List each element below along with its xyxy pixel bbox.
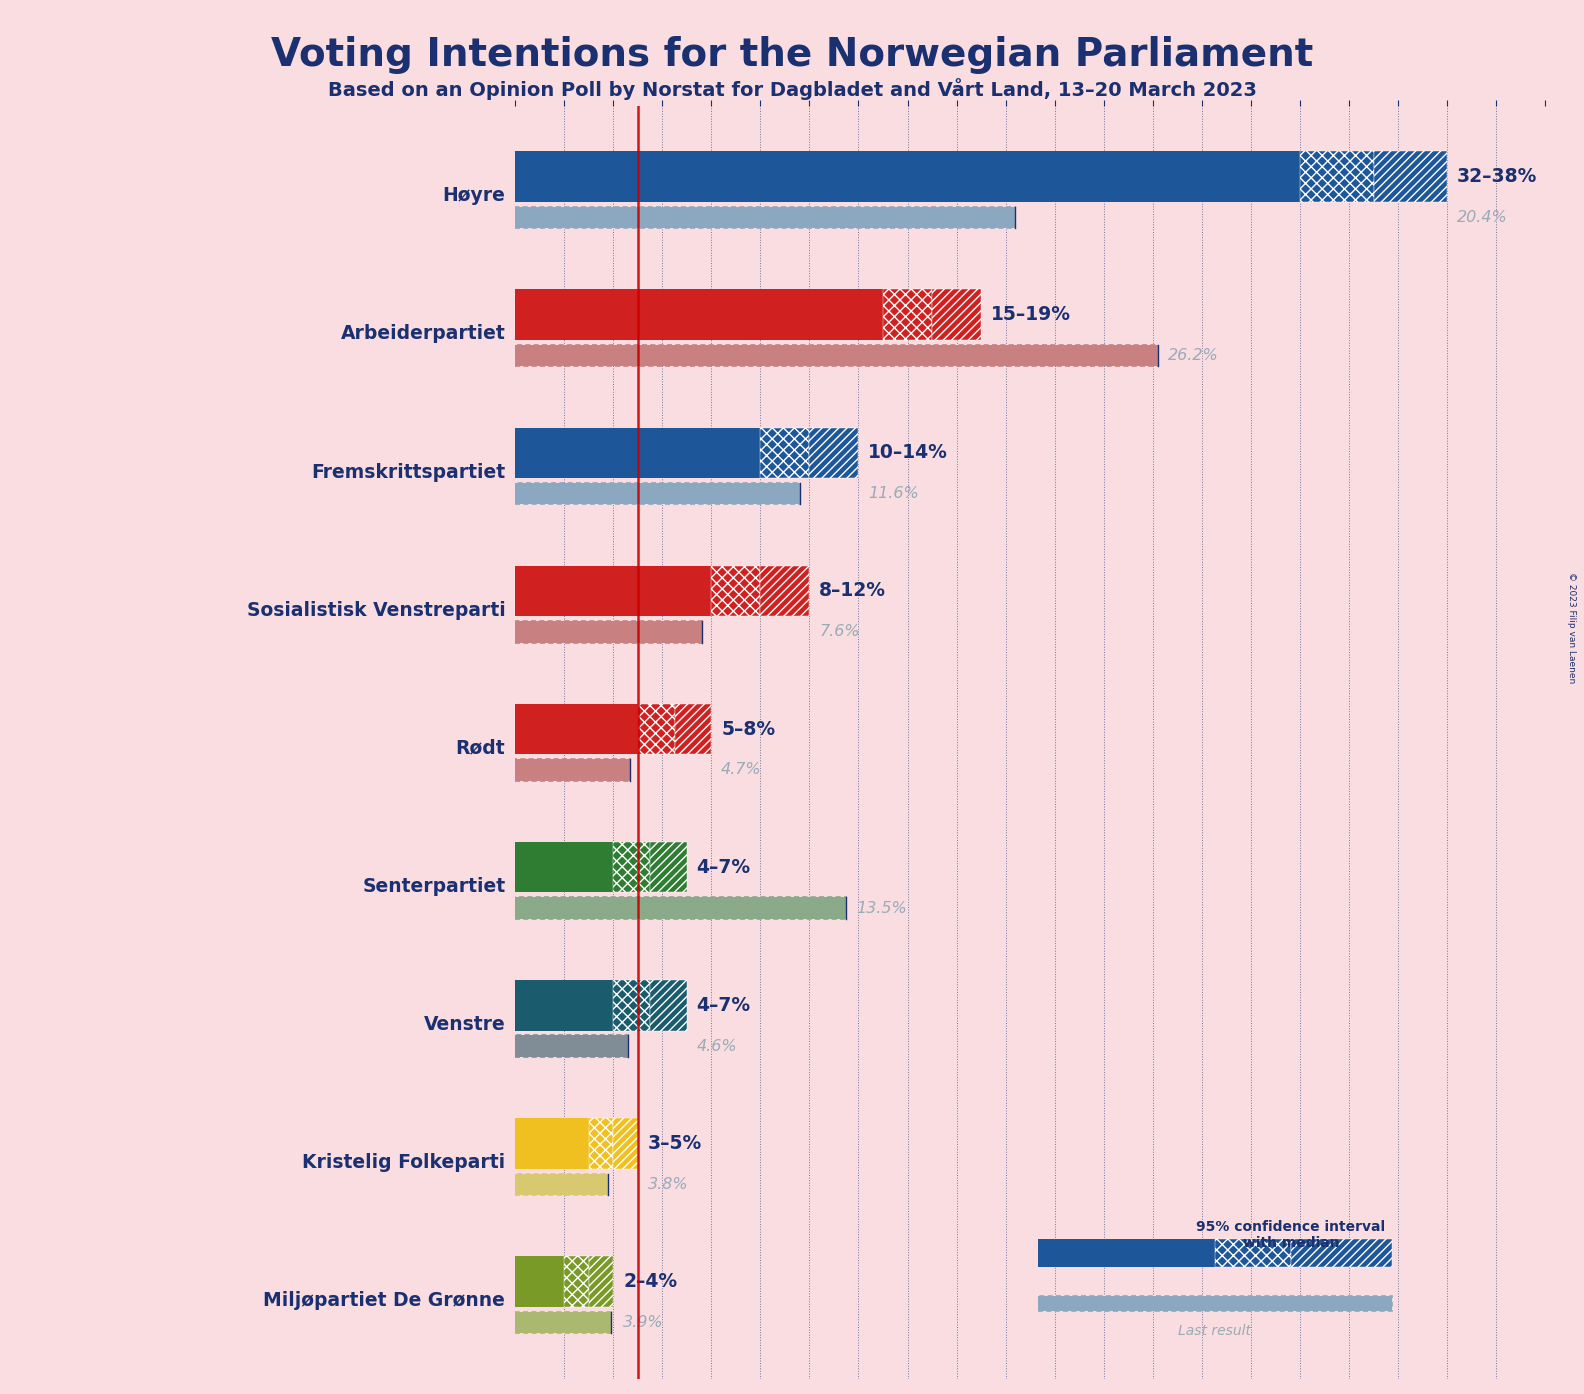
Text: 4–7%: 4–7% bbox=[697, 995, 751, 1015]
Bar bbox=[882, 290, 931, 340]
Bar bbox=[515, 1312, 611, 1333]
Text: 2–4%: 2–4% bbox=[623, 1273, 678, 1291]
Text: 15–19%: 15–19% bbox=[992, 305, 1071, 325]
Bar bbox=[515, 206, 1015, 229]
Bar bbox=[711, 566, 760, 616]
Text: 13.5%: 13.5% bbox=[855, 901, 906, 916]
Text: Fremskrittspartiet: Fremskrittspartiet bbox=[310, 463, 505, 481]
Bar bbox=[1373, 152, 1448, 202]
Bar bbox=[809, 428, 859, 478]
Bar bbox=[564, 1256, 589, 1308]
Bar bbox=[1215, 1239, 1291, 1267]
Bar bbox=[1038, 1295, 1392, 1312]
Text: Kristelig Folkeparti: Kristelig Folkeparti bbox=[303, 1153, 505, 1172]
Text: 4.7%: 4.7% bbox=[721, 763, 762, 778]
Text: Senterpartiet: Senterpartiet bbox=[363, 877, 505, 896]
Bar bbox=[515, 760, 630, 781]
Bar bbox=[515, 344, 1158, 367]
Bar bbox=[613, 842, 649, 892]
Text: 4–7%: 4–7% bbox=[697, 857, 751, 877]
Bar bbox=[589, 1118, 613, 1168]
Text: Voting Intentions for the Norwegian Parliament: Voting Intentions for the Norwegian Parl… bbox=[271, 36, 1313, 74]
Text: 3.8%: 3.8% bbox=[648, 1177, 687, 1192]
Text: 11.6%: 11.6% bbox=[868, 487, 919, 500]
Bar bbox=[931, 290, 980, 340]
Bar bbox=[589, 1256, 613, 1308]
Bar bbox=[613, 980, 649, 1030]
Bar bbox=[1291, 1239, 1392, 1267]
Text: Based on an Opinion Poll by Norstat for Dagbladet and Vårt Land, 13–20 March 202: Based on an Opinion Poll by Norstat for … bbox=[328, 78, 1256, 100]
Bar bbox=[675, 704, 711, 754]
Bar bbox=[515, 290, 882, 340]
Text: 10–14%: 10–14% bbox=[868, 443, 949, 463]
Bar bbox=[515, 704, 638, 754]
Text: Venstre: Venstre bbox=[423, 1015, 505, 1034]
Bar bbox=[760, 566, 809, 616]
Bar bbox=[515, 898, 846, 919]
Bar bbox=[515, 898, 846, 919]
Bar bbox=[638, 704, 675, 754]
Bar bbox=[649, 842, 687, 892]
Text: 4.6%: 4.6% bbox=[697, 1039, 737, 1054]
Bar bbox=[515, 566, 711, 616]
Text: 95% confidence interval
with median: 95% confidence interval with median bbox=[1196, 1220, 1386, 1250]
Bar bbox=[515, 428, 760, 478]
Bar bbox=[515, 980, 613, 1030]
Bar bbox=[515, 1036, 627, 1057]
Text: 7.6%: 7.6% bbox=[819, 625, 860, 640]
Text: 3.9%: 3.9% bbox=[623, 1315, 664, 1330]
Text: 5–8%: 5–8% bbox=[721, 719, 775, 739]
Text: 20.4%: 20.4% bbox=[1457, 210, 1508, 224]
Bar bbox=[515, 206, 1015, 229]
Bar bbox=[515, 152, 1300, 202]
Text: Last result: Last result bbox=[1178, 1324, 1251, 1338]
Text: Rødt: Rødt bbox=[456, 739, 505, 758]
Text: Arbeiderpartiet: Arbeiderpartiet bbox=[341, 325, 505, 343]
Bar bbox=[1300, 152, 1373, 202]
Text: Miljøpartiet De Grønne: Miljøpartiet De Grønne bbox=[263, 1291, 505, 1310]
Text: 26.2%: 26.2% bbox=[1167, 348, 1218, 362]
Text: Høyre: Høyre bbox=[442, 187, 505, 205]
Text: 32–38%: 32–38% bbox=[1457, 167, 1538, 185]
Bar bbox=[1038, 1239, 1215, 1267]
Text: Sosialistisk Venstreparti: Sosialistisk Venstreparti bbox=[247, 601, 505, 620]
Bar bbox=[1038, 1295, 1392, 1312]
Bar bbox=[515, 1256, 564, 1308]
Bar bbox=[760, 428, 809, 478]
Bar bbox=[515, 344, 1158, 367]
Bar bbox=[515, 1118, 589, 1168]
Bar bbox=[515, 1312, 611, 1333]
Bar bbox=[515, 842, 613, 892]
Text: 3–5%: 3–5% bbox=[648, 1135, 702, 1153]
Bar bbox=[515, 482, 800, 505]
Bar bbox=[515, 1036, 627, 1057]
Bar bbox=[515, 760, 630, 781]
Bar bbox=[515, 620, 702, 643]
Bar bbox=[515, 620, 702, 643]
Bar bbox=[515, 482, 800, 505]
Bar bbox=[613, 1118, 638, 1168]
Text: 8–12%: 8–12% bbox=[819, 581, 887, 601]
Bar bbox=[515, 1174, 608, 1195]
Text: © 2023 Filip van Laenen: © 2023 Filip van Laenen bbox=[1567, 572, 1576, 683]
Bar bbox=[649, 980, 687, 1030]
Bar bbox=[515, 1174, 608, 1195]
